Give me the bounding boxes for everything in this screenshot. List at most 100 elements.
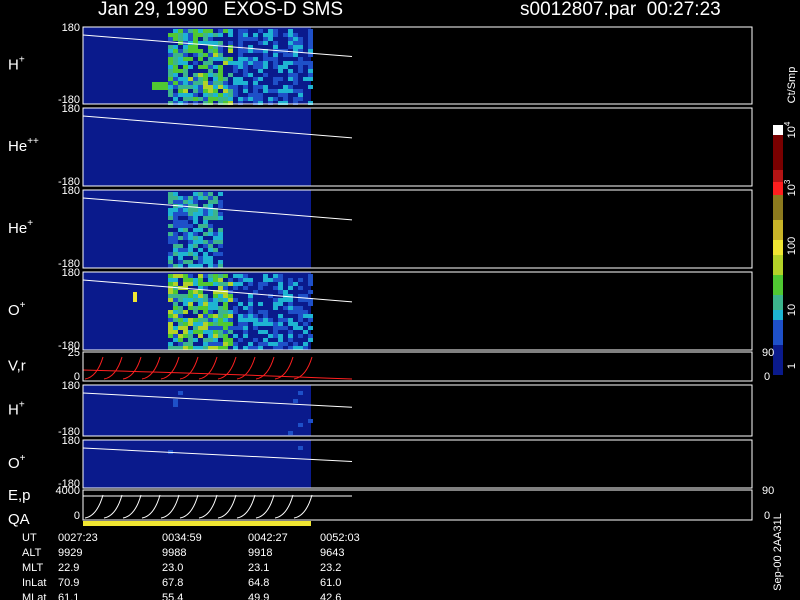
spectrogram-cell xyxy=(298,69,303,73)
spectrogram-cell xyxy=(208,45,213,49)
spectrogram-cell xyxy=(218,29,223,33)
spectrogram-cell xyxy=(203,256,208,260)
spectrogram-cell xyxy=(188,224,193,228)
panel-background xyxy=(83,440,311,488)
spectrogram-cell xyxy=(258,310,263,314)
spectrogram-cell xyxy=(208,216,213,220)
spectrogram-cell xyxy=(178,61,183,65)
spectrogram-cell xyxy=(213,196,218,200)
spectrogram-cell xyxy=(168,192,173,196)
spectrogram-cell xyxy=(203,220,208,224)
spectrogram-cell xyxy=(308,302,313,306)
spectrogram-cell xyxy=(213,57,218,61)
spectrogram-cell xyxy=(208,212,213,216)
spectrogram-cell xyxy=(278,290,283,294)
spectrogram-cell xyxy=(173,73,178,77)
spectrogram-cell xyxy=(173,208,178,212)
spectrogram-cell xyxy=(198,264,203,268)
spectrogram-cell xyxy=(218,342,223,346)
spectrogram-cell xyxy=(298,37,303,41)
spectrogram-cell xyxy=(173,77,178,81)
colorbar-label-base: 10 xyxy=(786,126,798,138)
spectrogram-cell xyxy=(273,65,278,69)
spectrogram-cell xyxy=(243,306,248,310)
spectrogram-cell xyxy=(223,61,228,65)
spectrogram-cell xyxy=(173,290,178,294)
spectrogram-cell xyxy=(168,264,173,268)
spectrogram-cell xyxy=(228,85,233,89)
spectrogram-cell xyxy=(193,228,198,232)
spectrogram-cell xyxy=(168,310,173,314)
spectrogram-cell xyxy=(298,346,303,350)
spectrogram-cell xyxy=(293,45,298,49)
spectrogram-cell xyxy=(168,224,173,228)
spectrogram-cell xyxy=(173,53,178,57)
spectrogram-cell xyxy=(198,65,203,69)
spectrogram-cell xyxy=(223,274,228,278)
spectrogram-cell xyxy=(188,338,193,342)
spectrogram-cell xyxy=(203,318,208,322)
table-cell: 42.6 xyxy=(320,592,341,600)
spectrogram-cell xyxy=(208,248,213,252)
spectrogram-cell xyxy=(193,208,198,212)
spectrogram-cell xyxy=(228,57,233,61)
sweep-curve xyxy=(255,356,275,380)
spectrogram-cell xyxy=(213,33,218,37)
spectrogram-cell xyxy=(218,41,223,45)
spectrogram-cell xyxy=(263,85,268,89)
sweep-curve xyxy=(103,494,123,519)
spectrogram-cell xyxy=(178,101,183,105)
panel-label: O+ xyxy=(8,300,26,319)
spectrogram-cell xyxy=(233,81,238,85)
panel-label-sup: ++ xyxy=(27,136,39,147)
spectrogram-cell xyxy=(238,274,243,278)
spectrogram-cell xyxy=(198,33,203,37)
spectrogram-cell xyxy=(223,89,228,93)
spectrogram-cell xyxy=(238,41,243,45)
spectrogram-cell xyxy=(233,342,238,346)
spectrogram-cell xyxy=(303,346,308,350)
sweep-curve xyxy=(122,494,142,519)
spectrogram-cell xyxy=(213,240,218,244)
spectrogram-cell xyxy=(308,278,313,282)
spectrogram-cell xyxy=(213,322,218,326)
spectrogram-cell xyxy=(203,306,208,310)
spectrogram-cell xyxy=(223,294,228,298)
spectrogram-cell xyxy=(208,264,213,268)
panel-frame xyxy=(82,26,753,105)
trace-line xyxy=(82,34,353,58)
spectrogram-cell xyxy=(183,248,188,252)
spectrogram-cell xyxy=(203,286,208,290)
colorbar-label-base: 100 xyxy=(786,237,798,255)
spectrogram-cell xyxy=(223,342,228,346)
spectrogram-cell xyxy=(198,73,203,77)
spectrogram-cell xyxy=(248,93,253,97)
spectrogram-cell xyxy=(268,278,273,282)
spectrogram-cell xyxy=(268,294,273,298)
spectrogram-cell xyxy=(178,310,183,314)
spectrogram-cell xyxy=(168,278,173,282)
sweep-curve xyxy=(84,356,104,380)
spectrogram-cell xyxy=(308,29,313,33)
spectrogram-cell xyxy=(308,318,313,322)
spectrogram-cell xyxy=(193,37,198,41)
spectrogram-cell xyxy=(188,33,193,37)
spectrogram-cell xyxy=(248,346,253,350)
spectrogram-cell xyxy=(213,318,218,322)
spectrogram-cell xyxy=(223,101,228,105)
spectrogram-cell xyxy=(223,306,228,310)
panel-frame xyxy=(82,439,753,489)
spectrogram-cell xyxy=(248,49,253,53)
spectrogram-cell xyxy=(303,330,308,334)
spectrogram-cell xyxy=(193,53,198,57)
spectrogram-cell xyxy=(208,240,213,244)
spectrogram-cell xyxy=(253,57,258,61)
spectrogram-cell xyxy=(283,342,288,346)
spectrogram-cell xyxy=(228,278,233,282)
spectrogram-cell xyxy=(198,322,203,326)
spectrogram-cell xyxy=(188,212,193,216)
colorbar-label-exp: 3 xyxy=(783,179,792,184)
spectrogram-cell xyxy=(198,224,203,228)
spectrogram-cell xyxy=(183,342,188,346)
panel-label: V,r xyxy=(8,357,26,374)
